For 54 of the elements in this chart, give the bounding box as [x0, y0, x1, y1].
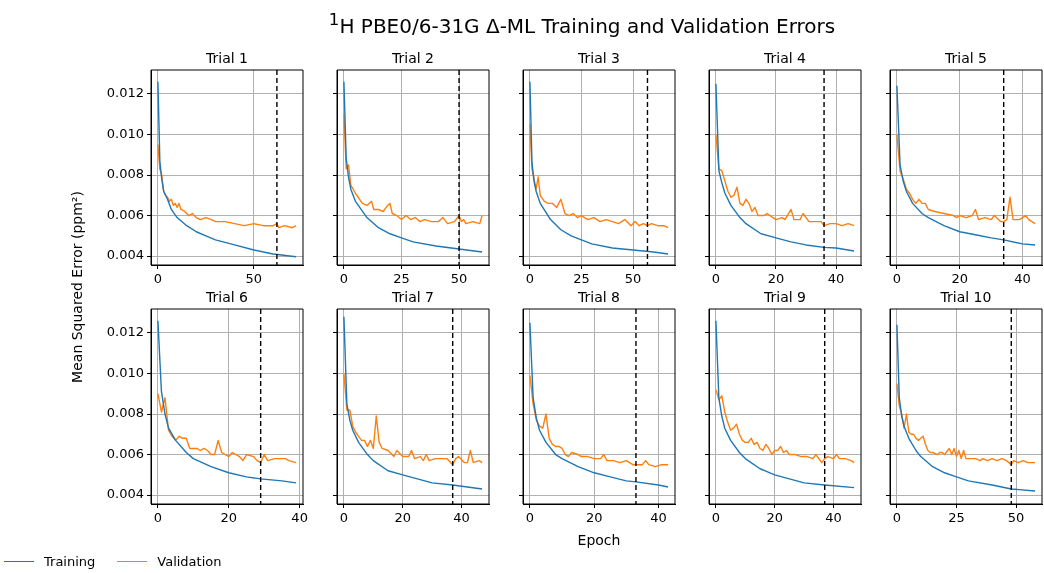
x-tick-label: 40	[825, 510, 842, 526]
chart-title: Trial 2	[391, 49, 434, 66]
y-tick-label: 0.010	[106, 364, 144, 380]
x-tick-label: 0	[339, 510, 349, 526]
y-tick-label: 0.010	[106, 125, 144, 141]
y-tick-label: 0.006	[106, 445, 144, 461]
x-tick-label: 0	[153, 271, 163, 287]
x-tick-label: 50	[450, 271, 468, 287]
x-tick-label: 40	[291, 510, 308, 526]
x-tick-label: 50	[245, 271, 263, 287]
chart-title: Trial 9	[763, 288, 806, 305]
y-tick-label: 0.004	[106, 486, 144, 502]
chart-title: Trial 3	[577, 49, 620, 66]
chart-title: Trial 6	[205, 288, 249, 305]
x-tick-label: 0	[525, 271, 535, 287]
y-tick-label: 0.012	[106, 85, 144, 101]
x-tick-label: 0	[153, 510, 163, 526]
x-tick-label: 20	[951, 271, 968, 287]
x-tick-label: 40	[650, 510, 667, 526]
y-tick-label: 0.004	[106, 247, 144, 263]
x-tick-label: 0	[525, 510, 535, 526]
x-tick-label: 40	[827, 271, 845, 287]
x-tick-label: 0	[711, 271, 721, 287]
legend-label: Training	[44, 554, 96, 569]
y-tick-label: 0.012	[106, 324, 144, 340]
x-tick-label: 40	[1014, 271, 1031, 287]
x-tick-label: 0	[339, 271, 349, 287]
chart-title: Trial 1	[205, 49, 248, 66]
y-tick-label: 0.008	[106, 405, 144, 421]
x-tick-label: 25	[393, 271, 410, 287]
x-tick-label: 20	[220, 510, 238, 526]
y-axis-title: Mean Squared Error (ppm²)	[69, 191, 85, 383]
x-tick-label: 0	[711, 510, 721, 526]
x-tick-label: 25	[948, 510, 965, 526]
x-tick-label: 0	[892, 271, 902, 287]
x-tick-label: 20	[767, 271, 785, 287]
x-tick-label: 0	[892, 510, 902, 526]
x-tick-label: 50	[624, 271, 642, 287]
chart-title: Trial 4	[763, 49, 807, 66]
y-tick-label: 0.006	[106, 206, 144, 222]
chart-title: Trial 7	[391, 288, 434, 305]
y-tick-label: 0.008	[106, 166, 144, 182]
chart-title: Trial 5	[944, 49, 987, 66]
chart-title: Trial 8	[577, 288, 620, 305]
legend-label: Validation	[157, 554, 222, 569]
x-tick-label: 25	[573, 271, 590, 287]
x-tick-label: 40	[453, 510, 470, 526]
x-tick-label: 20	[766, 510, 783, 526]
x-axis-title: Epoch	[577, 531, 621, 548]
chart-title: Trial 10	[939, 288, 992, 305]
x-tick-label: 50	[1007, 510, 1025, 526]
x-tick-label: 20	[394, 510, 411, 526]
text: $^{1}$H PBE0/6-31G Δ-ML Training and Validation Errors	[327, 10, 837, 38]
x-tick-label: 20	[585, 510, 603, 526]
